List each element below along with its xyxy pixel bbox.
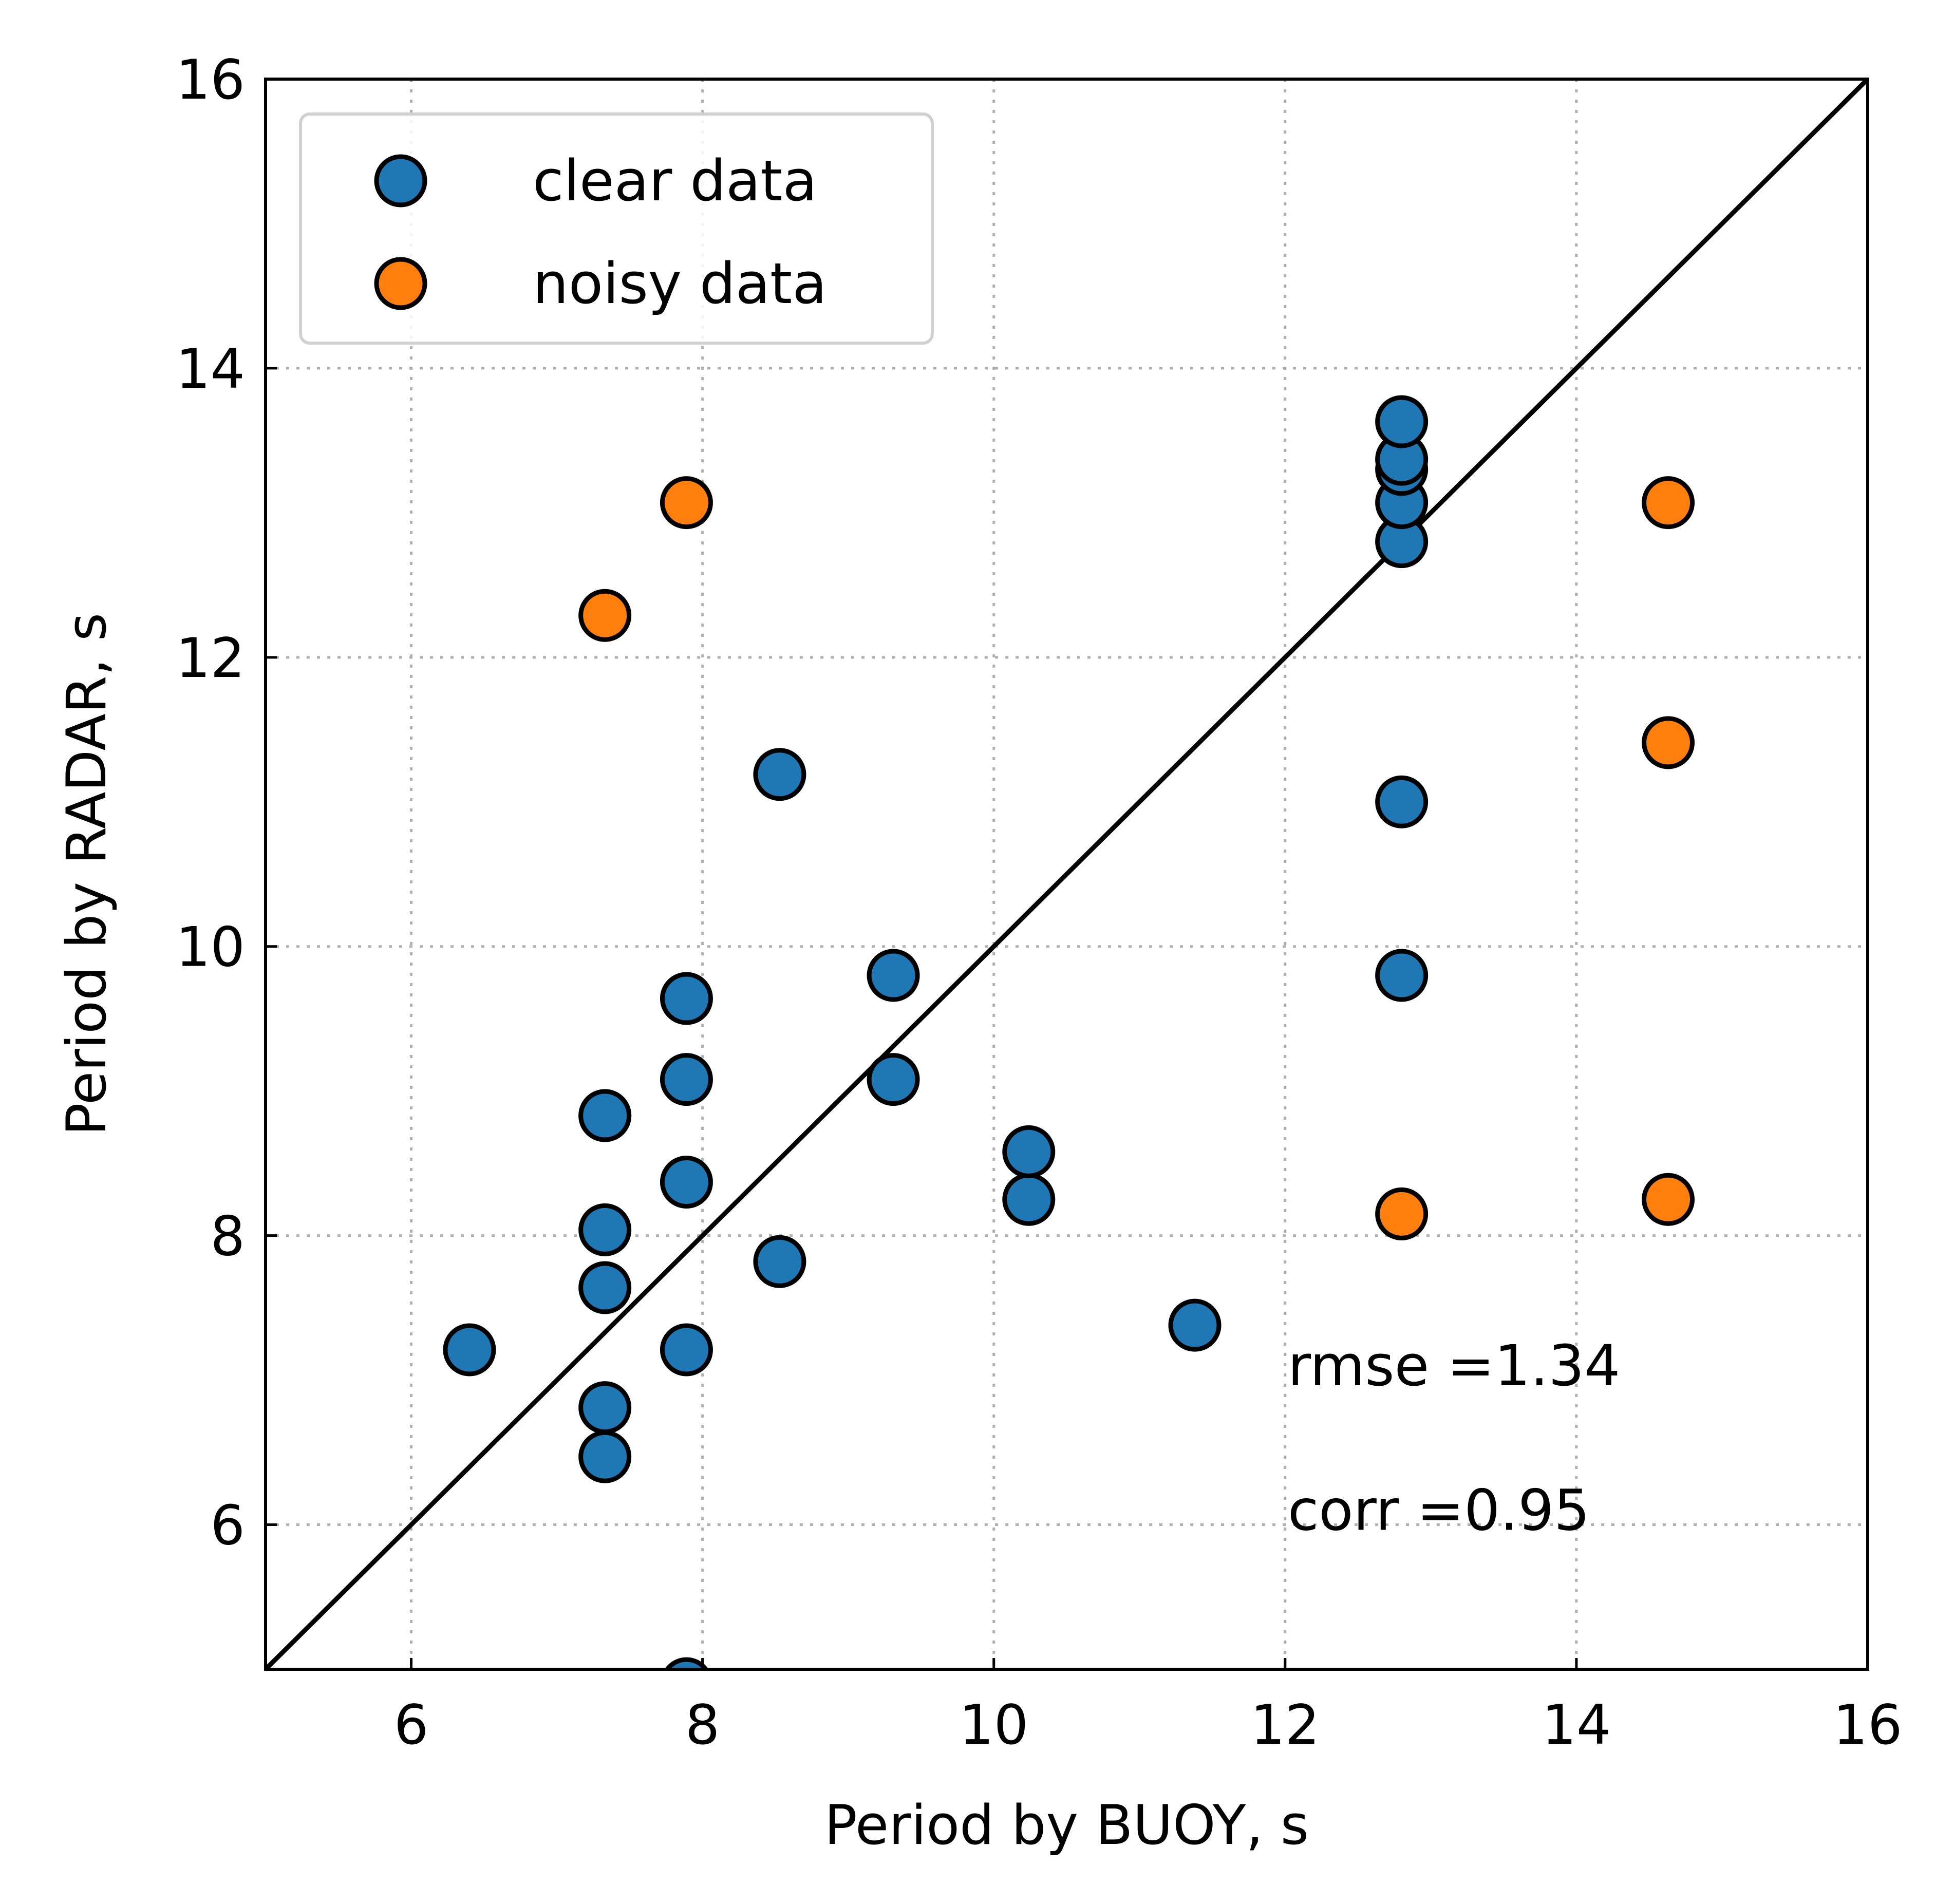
data-point [578, 589, 632, 642]
y-axis-label: Period by RADAR, s [55, 613, 118, 1136]
data-point [1375, 949, 1429, 1002]
legend: clear data noisy data [299, 112, 934, 345]
series-noisy-data [578, 476, 1695, 1240]
data-point [443, 1323, 496, 1377]
data-point [660, 1155, 713, 1209]
data-point [1375, 775, 1429, 828]
x-tick-label: 14 [1542, 1693, 1611, 1757]
series-clear-data [443, 395, 1429, 1669]
data-point [1002, 1125, 1056, 1178]
data-point [1375, 1187, 1429, 1240]
x-tick-label: 12 [1250, 1693, 1320, 1757]
y-tick-label: 10 [176, 916, 245, 979]
data-series [443, 395, 1695, 1669]
data-point [1168, 1298, 1222, 1352]
y-tick-label: 12 [176, 627, 245, 690]
data-point [578, 1381, 632, 1435]
x-tick-label: 16 [1833, 1693, 1903, 1757]
data-point [753, 748, 806, 801]
grid-lines [266, 79, 1868, 1669]
data-point [578, 1203, 632, 1256]
legend-label-noisy-data: noisy data [533, 251, 827, 316]
data-point [1002, 1173, 1056, 1226]
data-point [1642, 1173, 1695, 1226]
y-tick-label: 8 [211, 1205, 245, 1268]
x-tick-label: 6 [394, 1693, 428, 1757]
x-tick-label: 10 [959, 1693, 1028, 1757]
y-tick-label: 16 [176, 48, 245, 111]
legend-marker-noisy-data [374, 257, 427, 310]
data-point [1375, 395, 1429, 448]
corr-annotation: corr =0.95 [1288, 1478, 1590, 1543]
data-point [867, 949, 920, 1002]
rmse-annotation: rmse =1.34 [1288, 1333, 1621, 1399]
x-tick-label: 8 [685, 1693, 720, 1757]
legend-label-clear-data: clear data [533, 148, 817, 214]
data-point [660, 476, 713, 530]
identity-reference-line [264, 77, 1870, 1671]
data-point [753, 1235, 806, 1288]
data-point [867, 1053, 920, 1106]
data-point [578, 1261, 632, 1314]
axis-ticks: 6 8 10 12 14 16 6 8 10 12 14 16 [176, 48, 1902, 1757]
data-point [660, 1323, 713, 1377]
data-point [660, 972, 713, 1025]
data-point [660, 1053, 713, 1106]
legend-marker-clear-data [374, 154, 427, 208]
data-point [1642, 716, 1695, 769]
x-axis-label: Period by BUOY, s [824, 1794, 1309, 1857]
data-point [664, 1657, 709, 1669]
y-tick-label: 6 [211, 1494, 245, 1557]
data-point [578, 1089, 632, 1142]
plot-frame [264, 78, 1869, 1671]
y-tick-label: 14 [176, 337, 245, 401]
legend-box [299, 112, 934, 345]
data-point [578, 1430, 632, 1483]
data-point [1642, 476, 1695, 530]
